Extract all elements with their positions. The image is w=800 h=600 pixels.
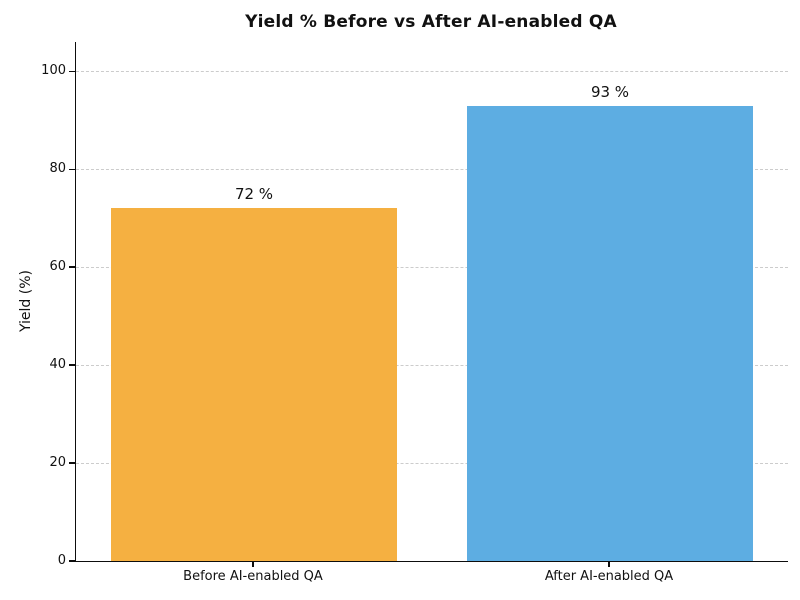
y-tick-mark-20 [69, 462, 75, 464]
gridline-y-20 [76, 462, 788, 464]
y-tick-label-20: 20 [49, 455, 66, 471]
bar-value-label-1: 93 % [590, 82, 630, 101]
gridline-y-40 [76, 364, 788, 366]
gridline-y-80 [76, 168, 788, 170]
x-tick-mark-0 [252, 562, 254, 567]
plot-area: 72 % 93 % [75, 42, 788, 562]
y-tick-label-100: 100 [41, 63, 66, 79]
y-tick-mark-60 [69, 266, 75, 268]
y-tick-mark-100 [69, 70, 75, 73]
x-tick-label-1: After AI-enabled QA [544, 569, 674, 584]
y-tick-mark-0 [69, 560, 75, 562]
bar-0 [110, 208, 398, 561]
gridline-y-60 [76, 266, 788, 268]
y-tick-mark-80 [69, 168, 75, 171]
y-tick-label-0: 0 [57, 553, 66, 568]
y-tick-label-60: 60 [49, 259, 66, 275]
y-axis-title: Yield (%) [18, 269, 34, 333]
y-tick-label-40: 40 [49, 357, 66, 373]
y-tick-mark-40 [69, 364, 75, 366]
y-tick-label-80: 80 [49, 161, 66, 177]
x-tick-label-0: Before AI-enabled QA [183, 569, 323, 584]
x-tick-mark-1 [608, 562, 610, 567]
bar-1 [466, 105, 754, 561]
chart-title: Yield % Before vs After AI-enabled QA [245, 12, 617, 32]
gridline-y-100 [76, 70, 788, 72]
bar-value-label-0: 72 % [234, 185, 274, 204]
